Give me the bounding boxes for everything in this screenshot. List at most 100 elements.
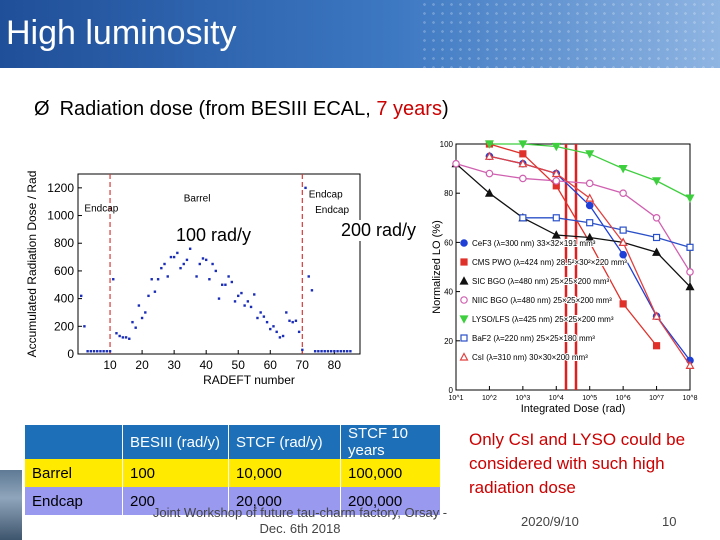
x-tick-label: 10 xyxy=(103,358,117,372)
data-point xyxy=(619,226,627,234)
data-point xyxy=(102,350,105,353)
data-point xyxy=(652,342,661,350)
building-photo xyxy=(0,470,22,540)
y-tick-label: 0 xyxy=(67,347,74,361)
data-point xyxy=(317,350,320,353)
data-point xyxy=(108,350,112,353)
data-point xyxy=(686,268,694,276)
data-point xyxy=(585,201,594,210)
data-point xyxy=(345,350,349,353)
data-point xyxy=(585,193,595,202)
data-point xyxy=(310,289,314,292)
data-point xyxy=(460,239,468,247)
y-tick-label: 40 xyxy=(444,288,453,297)
legend-entry: LYSO/LFS (λ=425 nm) 25×25×200 mm³ xyxy=(472,315,614,324)
data-point xyxy=(551,168,561,178)
legend-entry: CMS PWO (λ=424 nm) 28.5²×30²×220 mm³ xyxy=(472,258,627,267)
data-point xyxy=(144,311,147,314)
data-point xyxy=(153,290,157,293)
data-point xyxy=(652,177,662,186)
data-point xyxy=(333,350,336,353)
footer-date: 2020/9/10 xyxy=(521,514,579,529)
data-point xyxy=(262,315,266,318)
data-point xyxy=(552,177,561,185)
data-point xyxy=(182,262,185,266)
data-point xyxy=(460,334,468,342)
x-tick-label: 10^5 xyxy=(582,395,597,402)
data-point xyxy=(137,304,141,307)
data-point xyxy=(172,255,176,259)
data-point xyxy=(686,243,694,251)
barrel-dose-label: 100 rad/y xyxy=(176,225,252,246)
data-point xyxy=(619,189,627,198)
data-point xyxy=(118,334,121,338)
data-point xyxy=(204,258,208,262)
data-point xyxy=(208,278,211,281)
data-point xyxy=(80,294,83,298)
table-cell: 200 xyxy=(122,487,229,515)
x-tick-label: 40 xyxy=(200,358,214,372)
data-point xyxy=(291,320,294,324)
title-bar: High luminosity xyxy=(0,0,720,68)
data-point xyxy=(272,325,275,328)
data-point xyxy=(269,327,272,331)
table-header-cell: STCF 10 years xyxy=(340,425,441,459)
radiation-dose-scatter-chart: 0 200 400 600 800 1000 1200 10 20 30 40 50 60 70 80 End… xyxy=(25,171,361,387)
legend-entry: CsI (λ=310 nm) 30×30×200 mm³ xyxy=(472,353,588,362)
data-point xyxy=(342,350,346,353)
data-point xyxy=(256,316,259,320)
table-row: Endcap 200 20,000 200,000 xyxy=(25,487,441,515)
data-point xyxy=(253,293,256,296)
data-point xyxy=(484,151,494,160)
data-point xyxy=(619,300,627,308)
y-tick-label: 20 xyxy=(444,337,453,346)
data-point xyxy=(585,232,595,242)
y-tick-label: 0 xyxy=(449,386,454,395)
data-point xyxy=(652,311,662,320)
data-point xyxy=(176,251,179,255)
data-point xyxy=(459,315,469,324)
data-point xyxy=(140,316,144,320)
data-point xyxy=(230,280,234,284)
x-tick-label: 10^2 xyxy=(482,395,497,402)
data-point xyxy=(519,174,527,183)
data-point xyxy=(240,291,243,295)
data-point xyxy=(336,350,339,353)
x-tick-label: 10^7 xyxy=(649,395,664,402)
table-header-cell xyxy=(25,425,123,459)
legend-entry: BaF2 (λ=220 nm) 25×25×180 mm³ xyxy=(472,334,595,343)
y-tick-label: 400 xyxy=(54,292,74,306)
y-tick-label: 100 xyxy=(440,140,454,149)
data-point xyxy=(551,230,561,239)
series-line xyxy=(455,163,691,288)
data-point xyxy=(259,311,262,314)
table-header-cell: BESIII (rad/y) xyxy=(122,425,229,459)
table-cell: Endcap xyxy=(25,487,123,515)
data-point xyxy=(163,262,166,266)
data-point xyxy=(652,247,662,256)
plot-frame xyxy=(455,143,691,391)
data-point xyxy=(89,350,93,353)
data-point xyxy=(275,330,278,334)
data-point xyxy=(618,165,628,174)
y-axis-label: Accumulated Radiation Dose / Rad xyxy=(25,171,39,358)
y-tick-label: 1000 xyxy=(47,209,74,223)
x-tick-label: 60 xyxy=(264,358,278,372)
data-point xyxy=(131,320,134,324)
data-point xyxy=(552,214,560,222)
region-label: Endcap xyxy=(309,190,343,201)
legend-entry: NIIC BGO (λ=480 nm) 25×25×200 mm³ xyxy=(472,296,612,305)
x-tick-label: 10^1 xyxy=(449,395,464,402)
data-point xyxy=(246,300,250,303)
data-point xyxy=(128,337,131,340)
data-point xyxy=(217,297,221,300)
y-tick-label: 60 xyxy=(444,238,453,247)
light-output-vs-dose-chart: 0 20 40 60 80 100 10^1 10^2 10^3 10^4 10^5 10^6 10^7… xyxy=(431,140,698,415)
data-point xyxy=(619,250,627,259)
data-point xyxy=(198,262,201,266)
data-point xyxy=(233,300,237,303)
data-point xyxy=(169,255,173,259)
slide-title: High luminosity xyxy=(6,14,237,52)
data-point xyxy=(320,350,323,353)
dose-table: BESIII (rad/y) STCF (rad/y) STCF 10 year… xyxy=(25,425,441,515)
